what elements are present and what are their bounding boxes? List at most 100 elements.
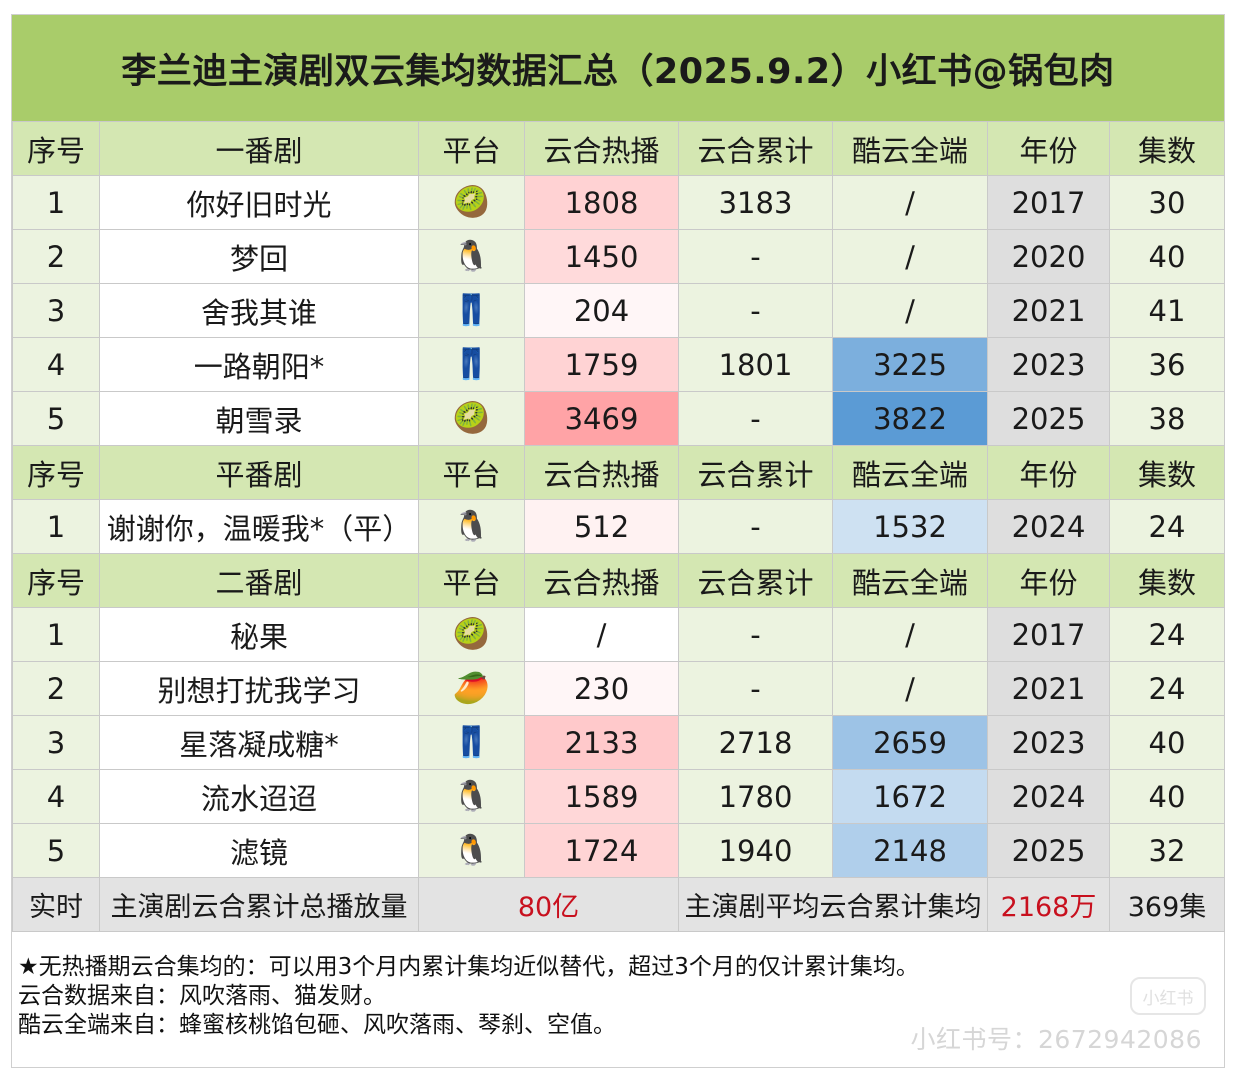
episodes-header: 集数 (1109, 121, 1225, 176)
hot-header: 云合热播 (524, 121, 679, 176)
hot-broadcast-cell: 1589 (524, 769, 679, 824)
platform-cell: 🥝 (418, 391, 525, 446)
platform-cell: 🐧 (418, 229, 525, 284)
category-header: 二番剧 (99, 553, 419, 608)
total-plays-label: 主演剧云合累计总播放量 (99, 877, 419, 932)
table-row: 2 别想打扰我学习 🥭 230-/2021 24 (12, 661, 1225, 716)
hot-header: 云合热播 (524, 445, 679, 500)
kuyun-cell: 3822 (832, 391, 988, 446)
table-row: 4 流水迢迢 🐧 1589 1780 1672 2024 40 (12, 769, 1225, 824)
cumulative-header: 云合累计 (678, 553, 833, 608)
penguin-icon: 🐧 (452, 779, 491, 814)
platform-cell: 👖 (418, 337, 525, 392)
kuyun-cell: 2659 (832, 715, 988, 770)
kuyun-cell: / (832, 229, 988, 284)
table-row: 1 你好旧时光 🥝 1808 3183/2017 30 (12, 175, 1225, 230)
platform-cell: 👖 (418, 283, 525, 338)
summary-row: 实时 主演剧云合累计总播放量 80亿 主演剧平均云合累计集均 2168万 369集 (12, 877, 1225, 932)
year-cell: 2017 (987, 607, 1110, 662)
penguin-icon: 🐧 (452, 833, 491, 868)
platform-cell: 🐧 (418, 823, 525, 878)
section-header-row: 序号 二番剧 平台 云合热播 云合累计 酷云全端 年份 集数 (12, 553, 1225, 608)
category-header: 平番剧 (99, 445, 419, 500)
episodes-cell: 40 (1109, 769, 1225, 824)
hot-broadcast-cell: 3469 (524, 391, 679, 446)
page-title: 李兰迪主演剧双云集均数据汇总（2025.9.2）小红书@锅包肉 (121, 51, 1115, 92)
episodes-cell: 36 (1109, 337, 1225, 392)
jeans-icon: 👖 (452, 347, 491, 382)
year-cell: 2024 (987, 769, 1110, 824)
episodes-cell: 41 (1109, 283, 1225, 338)
year-cell: 2025 (987, 823, 1110, 878)
table-row: 1 谢谢你，温暖我*（平） 🐧 512-1532 2024 24 (12, 499, 1225, 554)
kuyun-cell: / (832, 661, 988, 716)
kuyun-cell: / (832, 175, 988, 230)
kiwi-icon: 🥝 (452, 185, 491, 220)
title-cell: 梦回 (99, 229, 419, 284)
category-header: 一番剧 (99, 121, 419, 176)
penguin-icon: 🐧 (452, 239, 491, 274)
year-header: 年份 (987, 445, 1110, 500)
watermark-logo-text: 小红书 (1142, 988, 1194, 1009)
title-bar: 李兰迪主演剧双云集均数据汇总（2025.9.2）小红书@锅包肉 (12, 15, 1224, 121)
episodes-total: 369集 (1109, 877, 1225, 932)
platform-cell: 🐧 (418, 769, 525, 824)
jeans-icon: 👖 (452, 725, 491, 760)
platform-cell: 🥝 (418, 607, 525, 662)
hot-broadcast-cell: 1808 (524, 175, 679, 230)
seq-cell: 4 (12, 769, 100, 824)
section-header-row: 序号 一番剧 平台 云合热播 云合累计 酷云全端 年份 集数 (12, 121, 1225, 176)
platform-header: 平台 (418, 553, 525, 608)
episodes-cell: 40 (1109, 229, 1225, 284)
seq-cell: 1 (12, 607, 100, 662)
table-row: 2 梦回 🐧 1450-/2020 40 (12, 229, 1225, 284)
seq-cell: 5 (12, 391, 100, 446)
table-row: 3 舍我其谁 👖 204-/2021 41 (12, 283, 1225, 338)
table-row: 4 一路朝阳* 👖 1759 1801 3225 2023 36 (12, 337, 1225, 392)
kiwi-icon: 🥝 (452, 617, 491, 652)
hot-broadcast-cell: 230 (524, 661, 679, 716)
platform-header: 平台 (418, 445, 525, 500)
seq-cell: 2 (12, 229, 100, 284)
platform-cell: 🥝 (418, 175, 525, 230)
year-cell: 2017 (987, 175, 1110, 230)
episodes-cell: 30 (1109, 175, 1225, 230)
platform-cell: 🥭 (418, 661, 525, 716)
title-cell: 滤镜 (99, 823, 419, 878)
kuyun-header: 酷云全端 (832, 553, 988, 608)
cumulative-cell: 2718 (678, 715, 833, 770)
kuyun-cell: / (832, 283, 988, 338)
episodes-cell: 40 (1109, 715, 1225, 770)
cumulative-cell: - (678, 607, 833, 662)
watermark-logo: 小红书 (1130, 977, 1206, 1015)
platform-cell: 👖 (418, 715, 525, 770)
mango-icon: 🥭 (452, 671, 491, 706)
seq-header: 序号 (12, 553, 100, 608)
kuyun-header: 酷云全端 (832, 121, 988, 176)
episodes-cell: 32 (1109, 823, 1225, 878)
platform-header: 平台 (418, 121, 525, 176)
cumulative-cell: - (678, 229, 833, 284)
hot-broadcast-cell: 1759 (524, 337, 679, 392)
penguin-icon: 🐧 (452, 509, 491, 544)
title-cell: 流水迢迢 (99, 769, 419, 824)
episodes-cell: 24 (1109, 661, 1225, 716)
year-cell: 2020 (987, 229, 1110, 284)
platform-cell: 🐧 (418, 499, 525, 554)
year-cell: 2023 (987, 337, 1110, 392)
seq-cell: 3 (12, 715, 100, 770)
seq-cell: 3 (12, 283, 100, 338)
total-plays-value: 80亿 (418, 877, 679, 932)
title-cell: 一路朝阳* (99, 337, 419, 392)
kuyun-cell: 1672 (832, 769, 988, 824)
summary-label: 实时 (12, 877, 100, 932)
kuyun-header: 酷云全端 (832, 445, 988, 500)
hot-broadcast-cell: 1724 (524, 823, 679, 878)
title-cell: 星落凝成糖* (99, 715, 419, 770)
seq-cell: 5 (12, 823, 100, 878)
watermark-id: 小红书号：2672942086 (910, 1025, 1202, 1054)
seq-header: 序号 (12, 121, 100, 176)
year-cell: 2024 (987, 499, 1110, 554)
episodes-cell: 38 (1109, 391, 1225, 446)
cumulative-cell: 1801 (678, 337, 833, 392)
